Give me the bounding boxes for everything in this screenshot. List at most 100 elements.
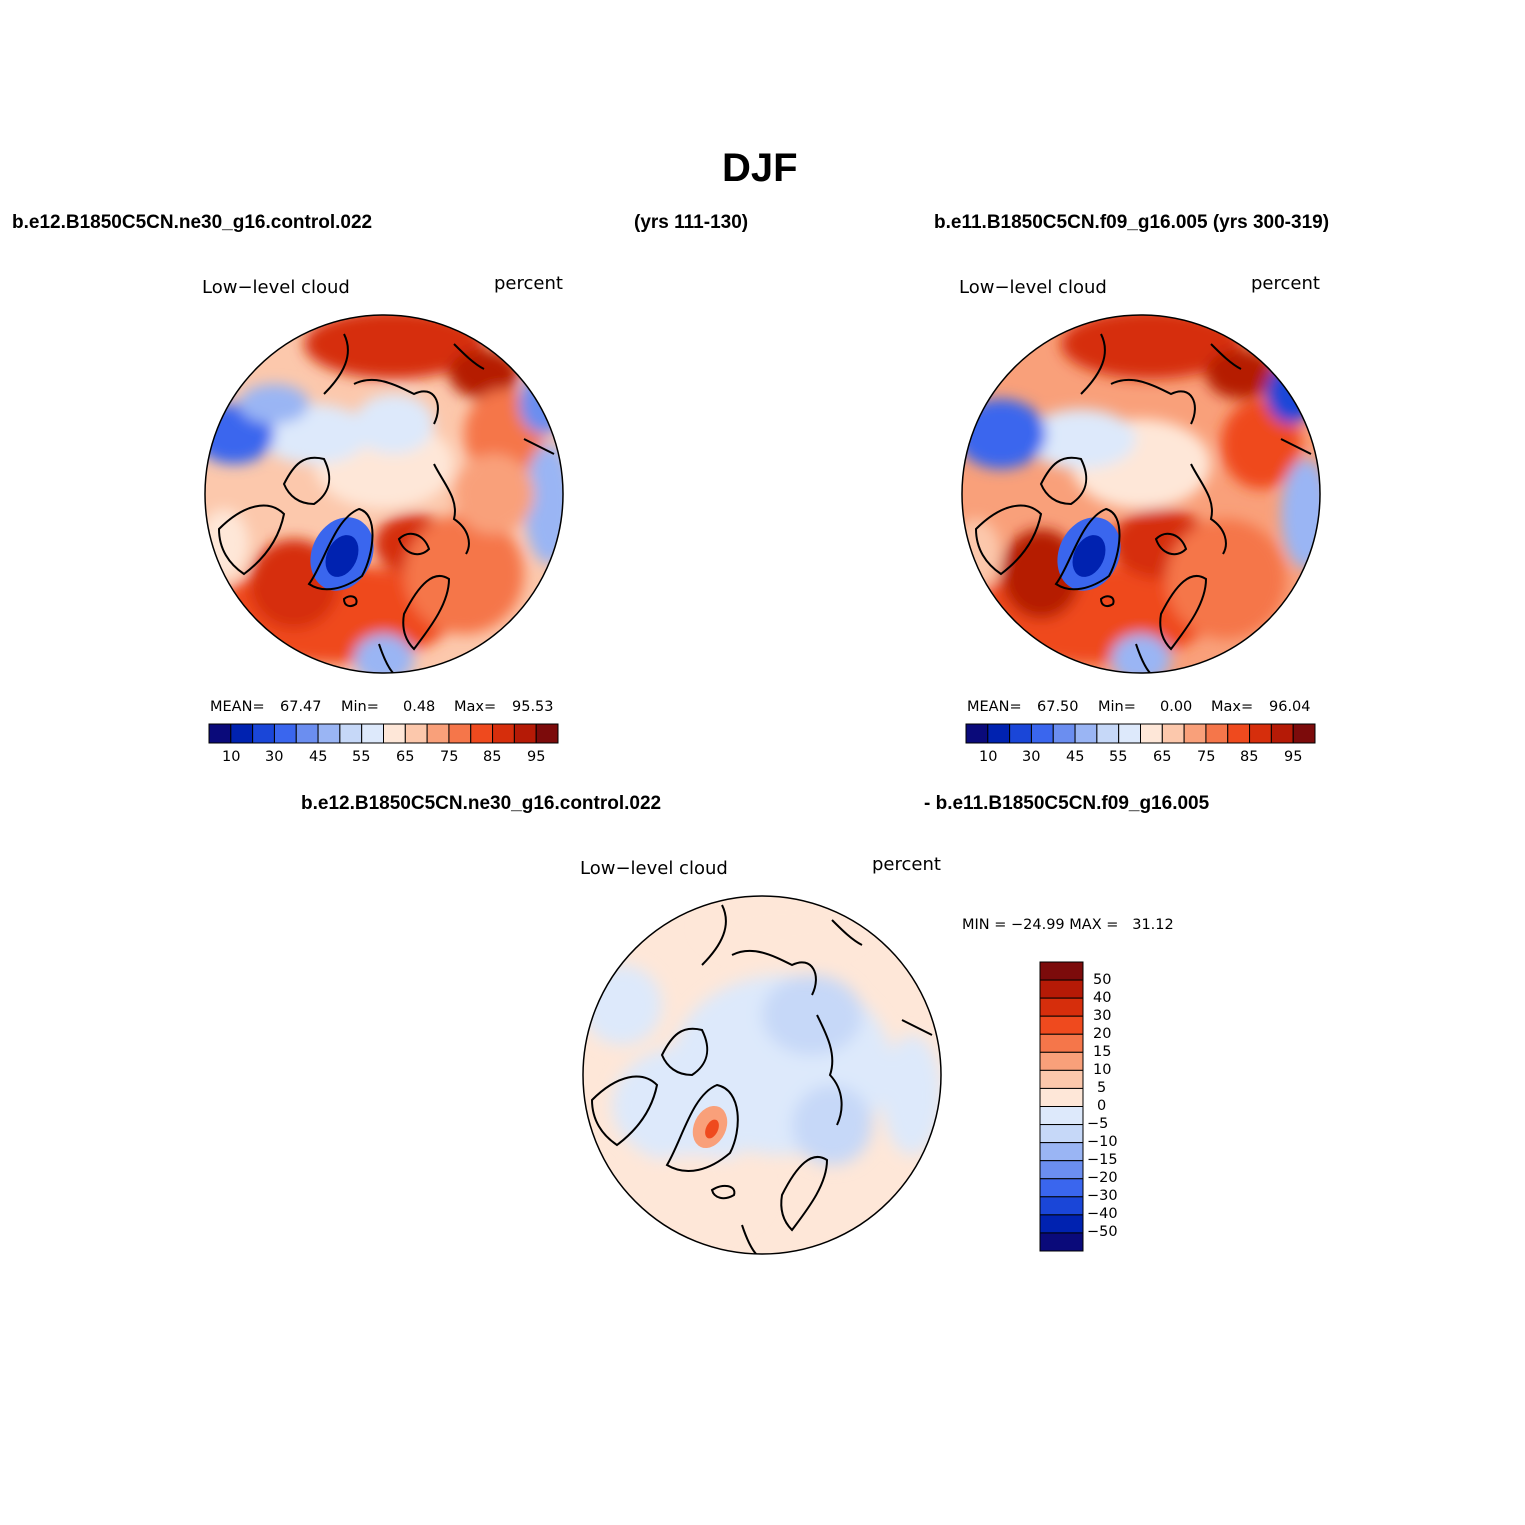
left-mean-label: MEAN= — [210, 699, 265, 715]
diff-colorbar-box — [1039, 1015, 1084, 1035]
right-colorbar-box — [1052, 723, 1076, 744]
right-colorbar-box — [1030, 723, 1054, 744]
diff-minmax-label: MIN = −24.99 MAX = 31.12 — [962, 917, 1174, 933]
diff-units-label: percent — [872, 854, 941, 875]
right-max-value: 96.04 — [1269, 699, 1311, 715]
right-colorbar-tick: 30 — [1022, 749, 1041, 765]
left-colorbar-tick: 95 — [527, 749, 546, 765]
left-colorbar-tick: 10 — [222, 749, 241, 765]
right-colorbar-tick: 65 — [1153, 749, 1172, 765]
diff-colorbar-box — [1039, 1051, 1084, 1071]
left-colorbar-box — [208, 723, 232, 744]
diff-colorbar-box — [1039, 1142, 1084, 1162]
right-colorbar-box — [1249, 723, 1272, 744]
diff-right-run-label: - b.e11.B1850C5CN.f09_g16.005 — [924, 793, 1210, 814]
right-colorbar-box — [1161, 723, 1185, 744]
right-mean-value: 67.50 — [1037, 699, 1079, 715]
left-colorbar-box — [404, 723, 428, 744]
diff-colorbar-tick: 10 — [1093, 1062, 1112, 1078]
right-colorbar-tick: 55 — [1109, 749, 1128, 765]
diff-colorbar-tick: 40 — [1093, 990, 1112, 1006]
left-colorbar-tick: 55 — [352, 749, 371, 765]
left-colorbar-box — [535, 723, 559, 744]
left-min-label: Min= — [341, 699, 379, 715]
figure-title: DJF — [722, 146, 798, 190]
left-colorbar-box — [383, 723, 406, 744]
diff-colorbar-tick: −5 — [1087, 1116, 1109, 1132]
diff-variable-label: Low−level cloud — [580, 858, 728, 879]
left-mean-value: 67.47 — [280, 699, 322, 715]
right-units-label: percent — [1251, 273, 1320, 294]
diff-colorbar-tick: −30 — [1087, 1188, 1118, 1204]
diff-colorbar-box — [1039, 1232, 1084, 1252]
right-colorbar-box — [1227, 723, 1251, 744]
diff-colorbar-box — [1039, 1124, 1084, 1144]
diff-colorbar-tick: 30 — [1093, 1008, 1112, 1024]
diff-colorbar-box — [1039, 997, 1084, 1017]
left-max-value: 95.53 — [512, 699, 554, 715]
right-colorbar-box — [1292, 723, 1316, 744]
diff-colorbar-box — [1039, 1196, 1084, 1216]
left-colorbar-box — [448, 723, 472, 744]
diff-colorbar-tick: −15 — [1087, 1152, 1118, 1168]
right-colorbar-tick: 45 — [1066, 749, 1085, 765]
left-colorbar-box — [492, 723, 515, 744]
diff-colorbar-box — [1039, 1069, 1084, 1089]
left-colorbar-box — [252, 723, 275, 744]
right-colorbar-box — [1118, 723, 1141, 744]
right-colorbar-box — [987, 723, 1011, 744]
left-max-label: Max= — [454, 699, 497, 715]
left-colorbar-box — [317, 723, 341, 744]
left-colorbar-tick: 45 — [309, 749, 328, 765]
right-colorbar-box — [1009, 723, 1032, 744]
diff-colorbar-tick: 5 — [1097, 1080, 1107, 1096]
right-run-label: b.e11.B1850C5CN.f09_g16.005 (yrs 300-319… — [934, 212, 1330, 233]
left-units-label: percent — [494, 273, 563, 294]
left-colorbar-box — [361, 723, 384, 744]
diff-colorbar-tick: 15 — [1093, 1044, 1112, 1060]
right-colorbar-tick: 85 — [1240, 749, 1259, 765]
right-polar-map — [961, 314, 1321, 674]
diff-colorbar-box — [1039, 1178, 1084, 1198]
left-colorbar-box — [339, 723, 363, 744]
right-min-label: Min= — [1098, 699, 1136, 715]
diff-left-run-label: b.e12.B1850C5CN.ne30_g16.control.022 — [301, 793, 662, 814]
left-years-label: (yrs 111-130) — [634, 212, 749, 233]
right-colorbar-tick: 10 — [979, 749, 998, 765]
diff-colorbar-tick: −20 — [1087, 1170, 1118, 1186]
right-colorbar-box — [1096, 723, 1120, 744]
diff-colorbar — [1039, 961, 1084, 1252]
right-variable-label: Low−level cloud — [959, 277, 1107, 298]
left-variable-label: Low−level cloud — [202, 277, 350, 298]
diff-colorbar-box — [1039, 1087, 1084, 1107]
right-colorbar-box — [1074, 723, 1098, 744]
right-colorbar-box — [1183, 723, 1207, 744]
diff-colorbar-box — [1039, 1160, 1084, 1180]
left-colorbar-box — [273, 723, 297, 744]
diff-colorbar-tick: 20 — [1093, 1026, 1112, 1042]
diff-colorbar-box — [1039, 1214, 1084, 1234]
diff-colorbar-box — [1039, 1033, 1084, 1053]
right-colorbar-box — [1205, 723, 1229, 744]
left-run-label: b.e12.B1850C5CN.ne30_g16.control.022 — [12, 212, 373, 233]
left-colorbar-box — [426, 723, 450, 744]
left-colorbar-box — [230, 723, 254, 744]
right-mean-label: MEAN= — [967, 699, 1022, 715]
right-min-value: 0.00 — [1160, 699, 1193, 715]
left-colorbar-tick: 85 — [483, 749, 502, 765]
left-colorbar-tick: 75 — [440, 749, 459, 765]
left-colorbar-box — [295, 723, 319, 744]
diff-colorbar-tick: −40 — [1087, 1206, 1118, 1222]
diff-colorbar-tick: 50 — [1093, 972, 1112, 988]
diff-polar-map — [582, 895, 942, 1255]
left-colorbar-box — [470, 723, 494, 744]
right-colorbar-tick: 75 — [1197, 749, 1216, 765]
left-colorbar-box — [513, 723, 537, 744]
left-colorbar-tick: 65 — [396, 749, 415, 765]
diff-colorbar-tick: −50 — [1087, 1224, 1118, 1240]
right-colorbar-box — [1140, 723, 1163, 744]
diff-colorbar-box — [1039, 1106, 1084, 1126]
right-colorbar-tick: 95 — [1284, 749, 1303, 765]
diff-colorbar-box — [1039, 961, 1084, 981]
left-colorbar-tick: 30 — [265, 749, 284, 765]
